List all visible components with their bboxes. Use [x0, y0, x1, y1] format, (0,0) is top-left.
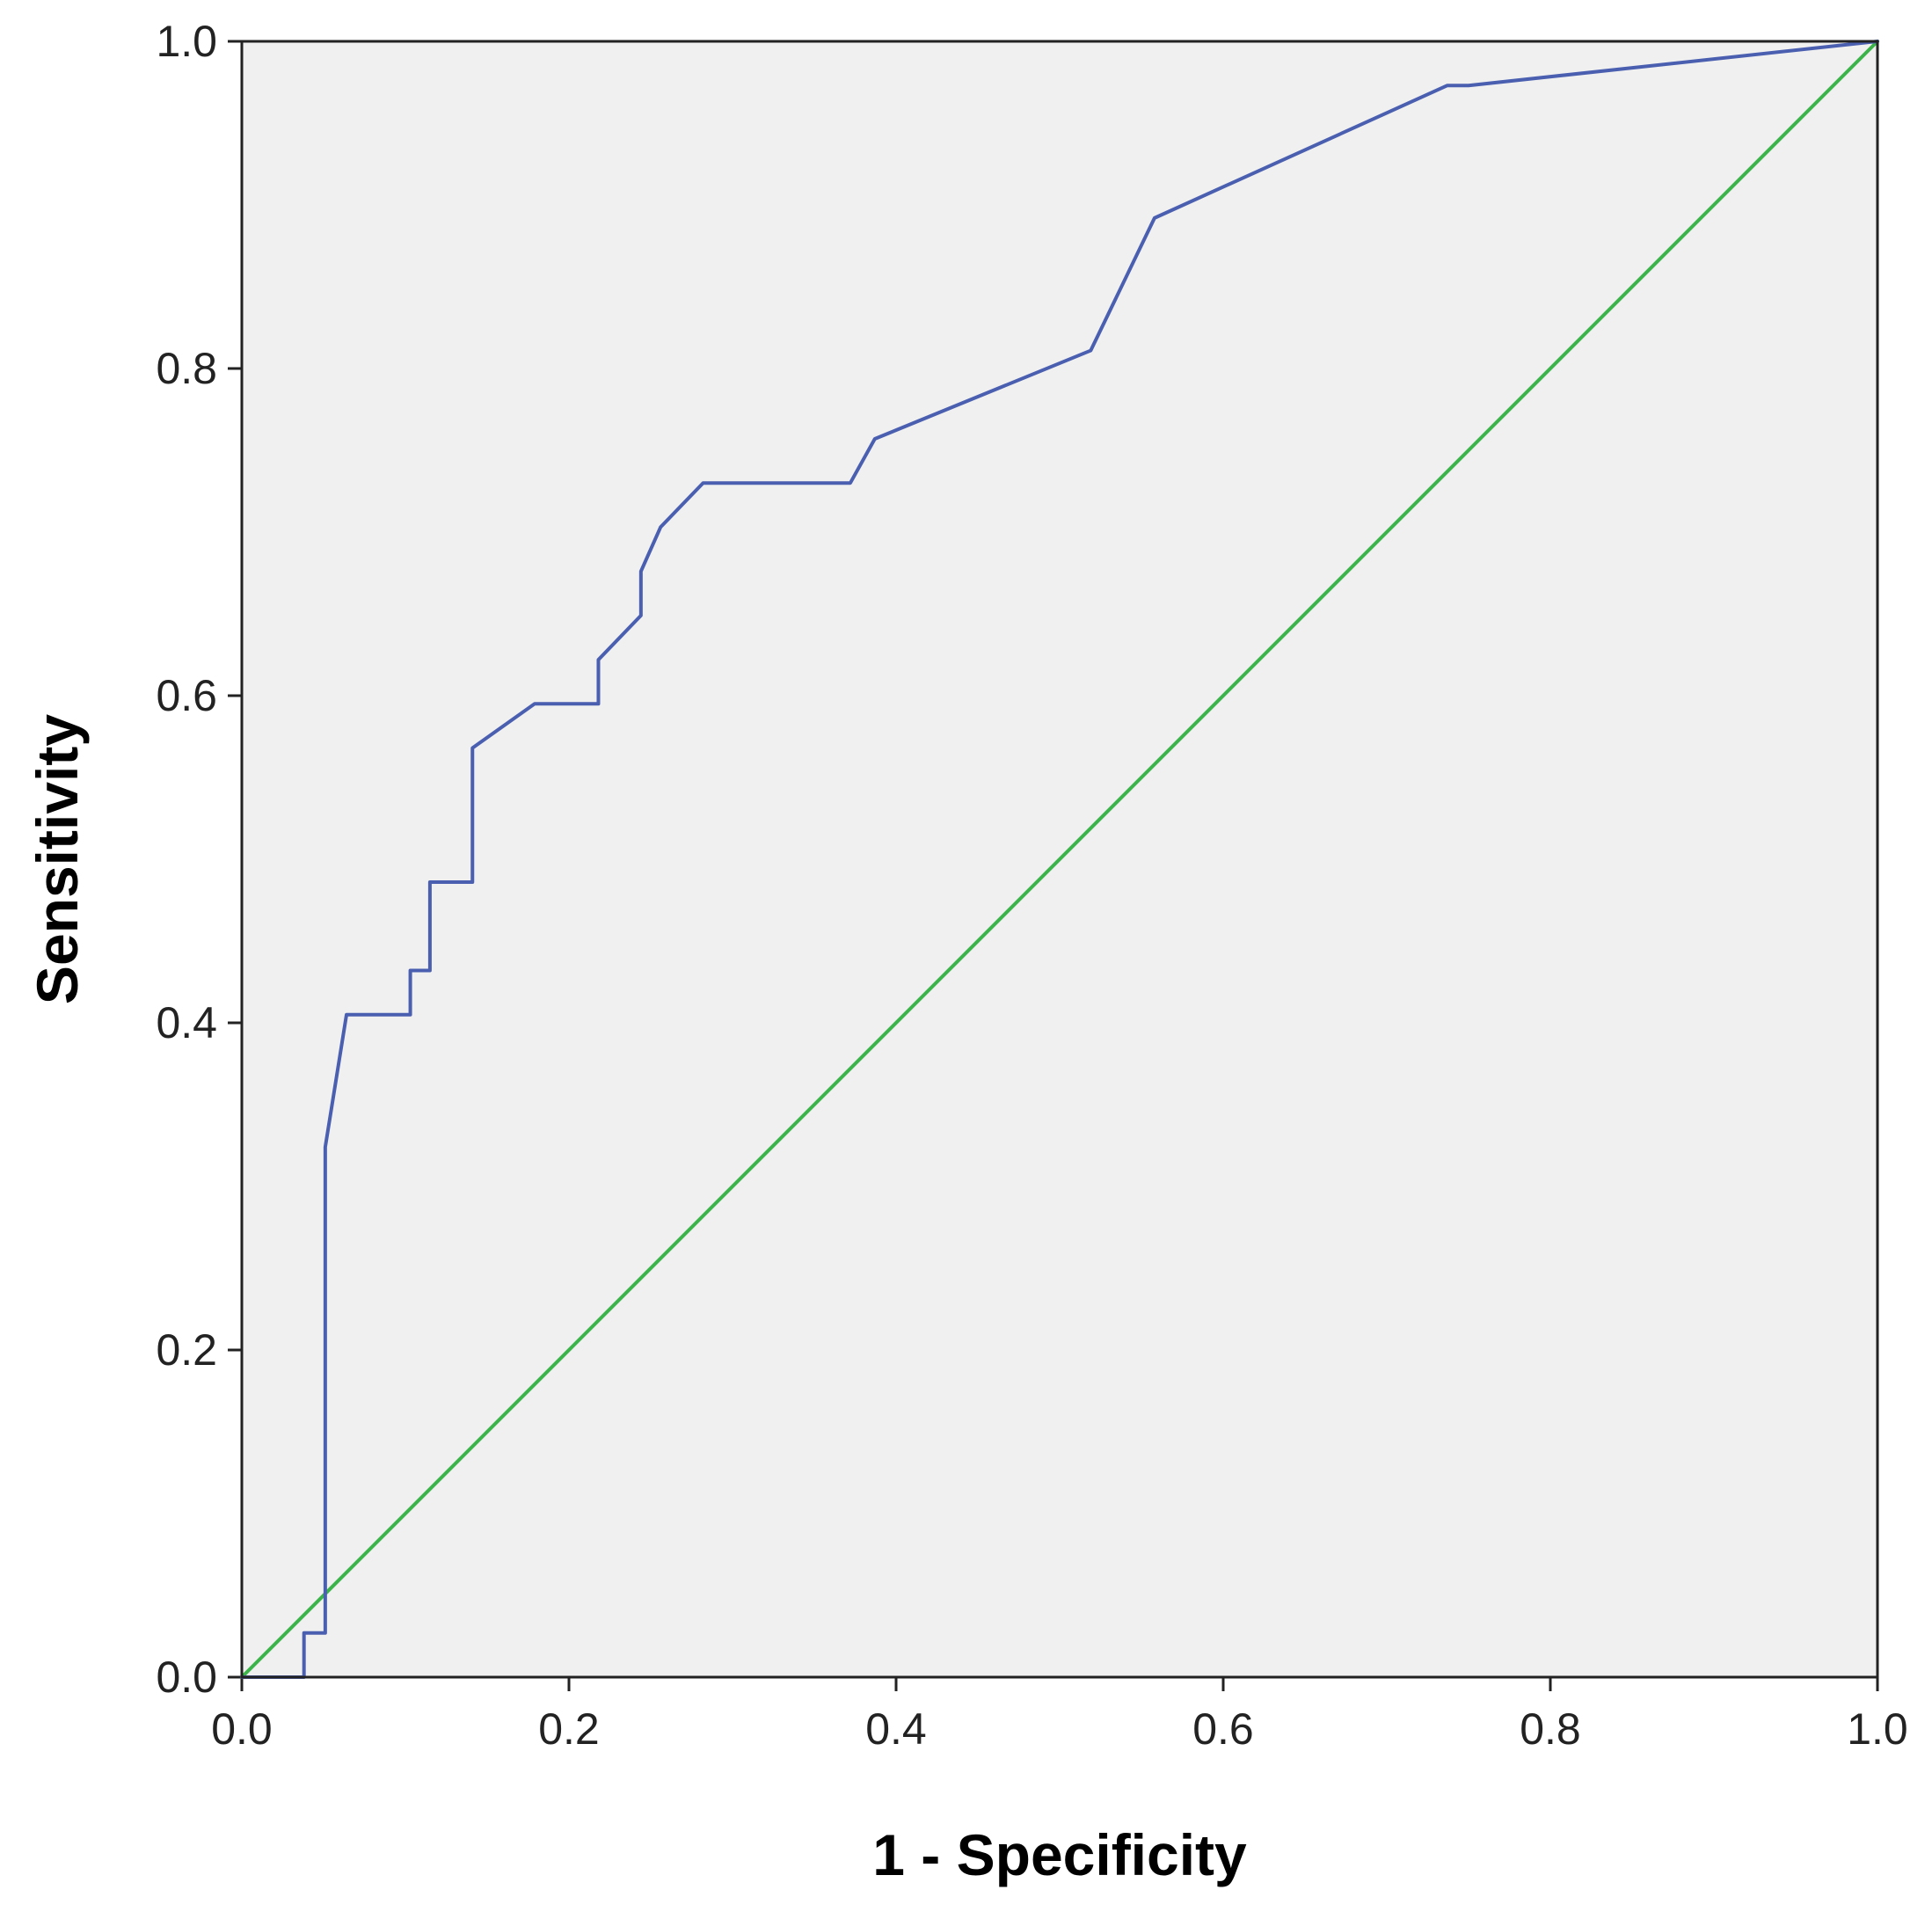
- y-tick-label: 0.2: [156, 1325, 217, 1375]
- plot-frame: [240, 40, 1879, 1679]
- x-tick-label: 0.2: [538, 1704, 600, 1754]
- y-tick-label: 0.0: [156, 1653, 217, 1702]
- x-tick-label: 0.8: [1520, 1704, 1581, 1754]
- roc-curve-line: [240, 40, 1879, 1679]
- y-axis-ticks: 0.0 0.2 0.4 0.6 0.8 1.0: [156, 17, 242, 1702]
- y-tick-label: 0.8: [156, 344, 217, 393]
- x-tick-label: 0.6: [1192, 1704, 1254, 1754]
- y-tick-label: 0.6: [156, 671, 217, 720]
- reference-diagonal-line: [240, 40, 1879, 1679]
- x-axis-ticks: 0.0 0.2 0.4 0.6 0.8 1.0: [211, 1677, 1908, 1754]
- x-tick-label: 0.0: [211, 1704, 273, 1754]
- x-tick-label: 0.4: [865, 1704, 927, 1754]
- y-tick-label: 1.0: [156, 17, 217, 66]
- series-layer: [240, 40, 1879, 1679]
- y-axis-title: Sensitivity: [25, 714, 90, 1004]
- y-tick-label: 0.4: [156, 998, 217, 1047]
- x-tick-label: 1.0: [1847, 1704, 1908, 1754]
- x-axis-title: 1 - Specificity: [872, 1822, 1247, 1887]
